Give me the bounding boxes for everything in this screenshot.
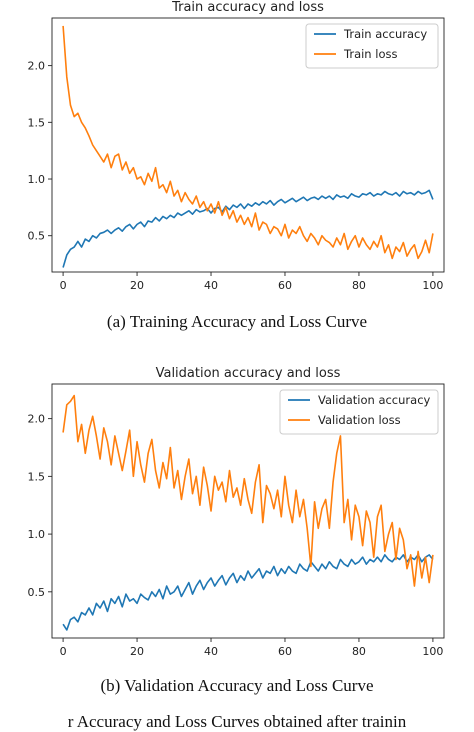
legend-box <box>279 389 439 435</box>
legend-label-0: Validation accuracy <box>318 393 431 407</box>
plot-frame <box>51 383 445 639</box>
chart-title: Train accuracy and loss <box>171 0 324 15</box>
x-tick-label: 80 <box>352 645 366 658</box>
x-tick-label: 80 <box>352 279 366 292</box>
y-tick-label: 2.0 <box>28 413 46 426</box>
y-tick-label: 1.5 <box>28 116 46 129</box>
y-tick-label: 2.0 <box>28 60 46 73</box>
x-tick-label: 0 <box>60 645 67 658</box>
chart-title: Validation accuracy and loss <box>156 366 341 381</box>
y-tick-label: 0.5 <box>28 586 46 599</box>
y-tick-label: 1.0 <box>28 173 46 186</box>
legend-label-0: Train accuracy <box>343 27 427 41</box>
x-tick-label: 40 <box>204 279 218 292</box>
legend-label-1: Validation loss <box>318 413 401 427</box>
legend: Validation accuracy Validation loss <box>279 389 439 435</box>
train-chart-figure: Train accuracy and loss 0 20 40 60 80 100 0.5 1.… <box>0 0 474 300</box>
x-tick-label: 60 <box>278 279 292 292</box>
x-tick-label: 0 <box>60 279 67 292</box>
figure-caption-partial: r Accuracy and Loss Curves obtained afte… <box>67 712 407 731</box>
series-line-0 <box>62 554 434 631</box>
x-tick-label: 40 <box>204 645 218 658</box>
legend: Train accuracy Train loss <box>305 23 439 69</box>
caption-b: (b) Validation Accuracy and Loss Curve <box>100 676 374 695</box>
x-tick-label: 100 <box>422 645 443 658</box>
train-chart: Train accuracy and loss 0 20 40 60 80 100 0.5 1.… <box>28 0 445 292</box>
plot-frame <box>51 17 445 273</box>
validation-chart-figure: Validation accuracy and loss 0 20 40 60 80 100… <box>0 362 474 667</box>
y-tick-label: 0.5 <box>28 230 46 243</box>
x-tick-label: 60 <box>278 645 292 658</box>
x-tick-label: 20 <box>130 279 144 292</box>
x-tick-label: 20 <box>130 645 144 658</box>
series-line-1 <box>62 25 434 260</box>
validation-chart: Validation accuracy and loss 0 20 40 60 80 100… <box>28 366 445 658</box>
caption-a: (a) Training Accuracy and Loss Curve <box>106 312 368 331</box>
y-tick-label: 1.5 <box>28 470 46 483</box>
x-tick-label: 100 <box>422 279 443 292</box>
series-line-1 <box>62 394 434 587</box>
series-line-0 <box>62 189 434 268</box>
y-tick-label: 1.0 <box>28 528 46 541</box>
legend-box <box>305 23 439 69</box>
legend-label-1: Train loss <box>343 47 397 61</box>
